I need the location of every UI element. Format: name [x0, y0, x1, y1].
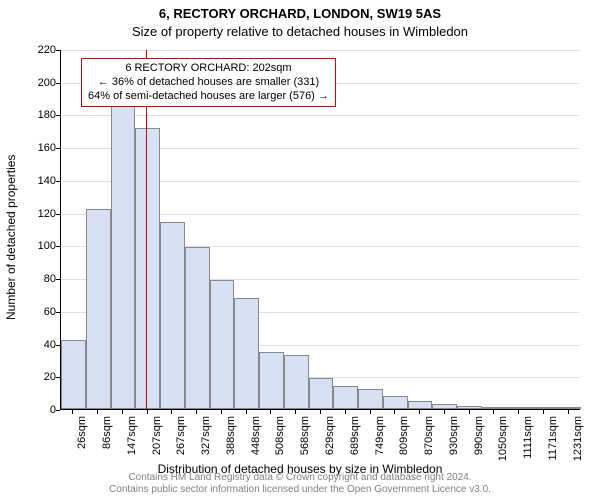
histogram-bar [482, 407, 507, 409]
x-tick-label: 147sqm [126, 416, 138, 455]
annotation-line: 64% of semi-detached houses are larger (… [88, 90, 329, 104]
chart-title-main: 6, RECTORY ORCHARD, LONDON, SW19 5AS [0, 6, 600, 21]
histogram-bar [531, 407, 556, 409]
chart-title-sub: Size of property relative to detached ho… [0, 24, 600, 39]
histogram-bar [284, 355, 309, 409]
histogram-bar [383, 396, 408, 409]
annotation-line: ← 36% of detached houses are smaller (33… [88, 76, 329, 90]
histogram-bar [432, 404, 457, 409]
x-tick-label: 629sqm [324, 416, 336, 455]
x-tick-label: 86sqm [101, 416, 113, 449]
annotation-line: 6 RECTORY ORCHARD: 202sqm [88, 62, 329, 76]
y-tick-label: 40 [16, 339, 56, 351]
x-tick-label: 930sqm [448, 416, 460, 455]
y-tick-label: 100 [16, 240, 56, 252]
histogram-bar [210, 280, 235, 409]
histogram-bar [309, 378, 334, 409]
histogram-bar [234, 298, 259, 409]
x-tick-label: 207sqm [151, 416, 163, 455]
x-tick-label: 327sqm [200, 416, 212, 455]
histogram-bar [358, 389, 383, 409]
x-tick-label: 990sqm [473, 416, 485, 455]
y-tick-label: 220 [16, 44, 56, 56]
histogram-bar [333, 386, 358, 409]
histogram-bar [556, 407, 581, 409]
x-tick-label: 870sqm [423, 416, 435, 455]
x-tick-label: 1050sqm [497, 416, 509, 461]
histogram-bar [86, 209, 111, 409]
y-tick-label: 160 [16, 142, 56, 154]
x-tick-label: 508sqm [274, 416, 286, 455]
x-tick-label: 448sqm [250, 416, 262, 455]
histogram-bar [61, 340, 86, 409]
x-tick-label: 749sqm [374, 416, 386, 455]
y-tick-label: 120 [16, 208, 56, 220]
histogram-bar [185, 247, 210, 409]
y-tick-label: 140 [16, 175, 56, 187]
x-tick-label: 568sqm [299, 416, 311, 455]
footer-attribution: Contains HM Land Registry data © Crown c… [0, 472, 600, 496]
x-tick-label: 26sqm [76, 416, 88, 449]
x-tick-label: 809sqm [398, 416, 410, 455]
y-tick-label: 200 [16, 77, 56, 89]
histogram-bar [507, 407, 532, 409]
plot-area: 6 RECTORY ORCHARD: 202sqm← 36% of detach… [60, 50, 580, 410]
y-tick-label: 180 [16, 109, 56, 121]
histogram-bar [408, 401, 433, 409]
y-tick-label: 20 [16, 371, 56, 383]
chart-container: 6, RECTORY ORCHARD, LONDON, SW19 5AS Siz… [0, 0, 600, 500]
histogram-bar [111, 106, 136, 409]
x-tick-label: 1171sqm [547, 416, 559, 460]
x-tick-label: 1111sqm [522, 416, 534, 459]
y-tick-label: 0 [16, 404, 56, 416]
histogram-bar [259, 352, 284, 409]
histogram-bar [135, 128, 160, 409]
x-tick-label: 1231sqm [572, 416, 584, 461]
footer-line: Contains public sector information licen… [0, 484, 600, 496]
annotation-box: 6 RECTORY ORCHARD: 202sqm← 36% of detach… [81, 58, 336, 107]
footer-line: Contains HM Land Registry data © Crown c… [0, 472, 600, 484]
histogram-bar [457, 406, 482, 409]
histogram-bar [160, 222, 185, 409]
y-tick-label: 80 [16, 273, 56, 285]
x-tick-label: 689sqm [349, 416, 361, 455]
x-tick-label: 267sqm [175, 416, 187, 455]
y-tick-label: 60 [16, 306, 56, 318]
x-tick-label: 388sqm [225, 416, 237, 455]
